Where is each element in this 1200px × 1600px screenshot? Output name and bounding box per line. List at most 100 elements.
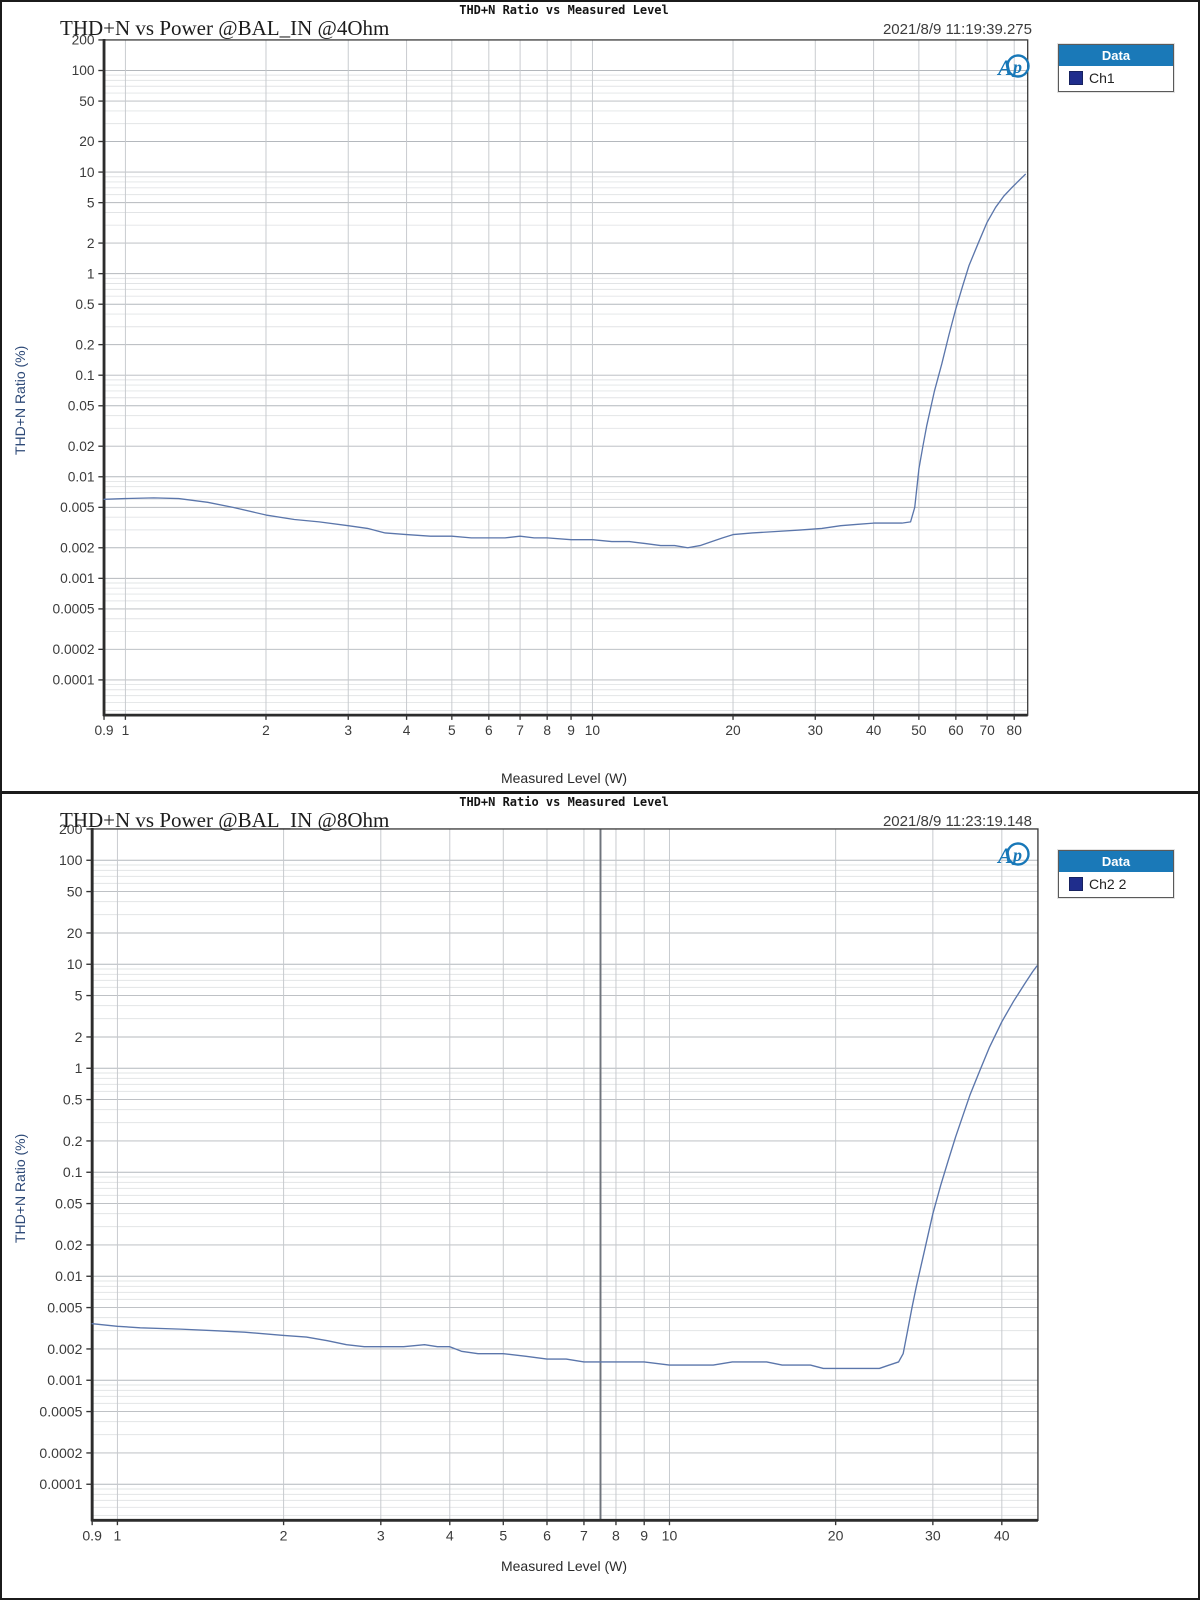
svg-text:50: 50 xyxy=(67,883,83,899)
svg-text:20: 20 xyxy=(79,134,95,149)
svg-text:10: 10 xyxy=(79,165,95,180)
y-axis-label: THD+N Ratio (%) xyxy=(12,1133,28,1243)
svg-text:80: 80 xyxy=(1007,723,1023,738)
chart-title: THD+N vs Power @BAL_IN @8Ohm xyxy=(60,808,390,832)
graph-header-title: THD+N Ratio vs Measured Level xyxy=(459,3,669,17)
svg-text:0.2: 0.2 xyxy=(75,337,94,352)
ap-logo-icon: A p xyxy=(995,52,1033,84)
svg-text:3: 3 xyxy=(377,1528,385,1544)
svg-text:1: 1 xyxy=(87,266,95,281)
legend-swatch xyxy=(1069,877,1083,891)
svg-text:200: 200 xyxy=(59,821,83,837)
svg-text:0.5: 0.5 xyxy=(63,1091,83,1107)
svg-text:60: 60 xyxy=(948,723,964,738)
legend-entry-label: Ch2 2 xyxy=(1089,876,1127,892)
svg-text:0.0005: 0.0005 xyxy=(52,602,94,617)
svg-text:10: 10 xyxy=(67,956,83,972)
svg-text:8: 8 xyxy=(543,723,551,738)
svg-text:30: 30 xyxy=(808,723,824,738)
svg-text:2: 2 xyxy=(75,1029,83,1045)
svg-text:40: 40 xyxy=(866,723,882,738)
svg-text:0.005: 0.005 xyxy=(47,1299,82,1315)
svg-text:5: 5 xyxy=(75,987,83,1003)
svg-text:0.0001: 0.0001 xyxy=(52,673,94,688)
svg-text:0.0001: 0.0001 xyxy=(39,1476,82,1492)
svg-text:0.5: 0.5 xyxy=(75,297,94,312)
svg-text:0.9: 0.9 xyxy=(82,1528,102,1544)
svg-text:0.2: 0.2 xyxy=(63,1133,83,1149)
svg-text:2: 2 xyxy=(262,723,270,738)
svg-text:0.01: 0.01 xyxy=(55,1268,83,1284)
svg-text:0.01: 0.01 xyxy=(68,470,95,485)
legend-box: Data Ch1 xyxy=(1058,44,1174,92)
legend-entry-ch2[interactable]: Ch2 2 xyxy=(1059,872,1173,897)
legend-entry-label: Ch1 xyxy=(1089,70,1115,86)
svg-text:p: p xyxy=(1011,845,1022,865)
svg-text:1: 1 xyxy=(122,723,130,738)
chart-panel-4ohm: 200 100 50 20 10 5 2 1 0.5 0.2 0.1 0.05 0.02 0.01 0.00… xyxy=(2,2,1198,791)
svg-text:0.001: 0.001 xyxy=(47,1372,82,1388)
svg-text:0.001: 0.001 xyxy=(60,571,94,586)
svg-text:0.005: 0.005 xyxy=(60,500,95,515)
legend-header: Data xyxy=(1059,851,1173,872)
svg-text:2: 2 xyxy=(280,1528,288,1544)
svg-text:7: 7 xyxy=(516,723,524,738)
svg-text:1: 1 xyxy=(75,1060,83,1076)
x-axis-label: Measured Level (W) xyxy=(500,770,628,786)
y-axis-label: THD+N Ratio (%) xyxy=(12,345,28,455)
svg-text:0.002: 0.002 xyxy=(60,541,94,556)
svg-text:7: 7 xyxy=(580,1528,588,1544)
svg-text:3: 3 xyxy=(344,723,352,738)
svg-text:30: 30 xyxy=(925,1528,941,1544)
legend-header: Data xyxy=(1059,45,1173,66)
panel-divider xyxy=(2,791,1198,794)
svg-text:200: 200 xyxy=(72,33,95,48)
svg-text:20: 20 xyxy=(67,925,83,941)
svg-text:9: 9 xyxy=(640,1528,648,1544)
svg-text:2: 2 xyxy=(87,236,95,251)
svg-text:100: 100 xyxy=(72,63,95,78)
plot-area-4ohm: 200 100 50 20 10 5 2 1 0.5 0.2 0.1 0.05 0.02 0.01 0.00… xyxy=(52,33,1029,738)
svg-text:8: 8 xyxy=(612,1528,620,1544)
svg-text:0.0002: 0.0002 xyxy=(39,1445,82,1461)
svg-text:4: 4 xyxy=(403,723,411,738)
svg-text:0.05: 0.05 xyxy=(68,399,95,414)
svg-text:6: 6 xyxy=(543,1528,551,1544)
svg-text:100: 100 xyxy=(59,852,83,868)
svg-text:10: 10 xyxy=(662,1528,678,1544)
svg-text:0.002: 0.002 xyxy=(47,1341,82,1357)
svg-text:0.0002: 0.0002 xyxy=(52,642,94,657)
svg-text:0.02: 0.02 xyxy=(55,1237,83,1253)
svg-text:20: 20 xyxy=(725,723,741,738)
legend-entry-ch1[interactable]: Ch1 xyxy=(1059,66,1173,91)
svg-text:50: 50 xyxy=(911,723,927,738)
svg-text:5: 5 xyxy=(448,723,456,738)
chart-panel-8ohm: 200 100 50 20 10 5 2 1 0.5 0.2 0.1 0.05 0.02 0.01 0.00… xyxy=(2,794,1198,1598)
svg-text:20: 20 xyxy=(828,1528,844,1544)
svg-text:0.9: 0.9 xyxy=(94,723,113,738)
svg-text:A: A xyxy=(996,843,1013,868)
svg-text:0.1: 0.1 xyxy=(75,368,94,383)
svg-text:50: 50 xyxy=(79,94,95,109)
svg-text:9: 9 xyxy=(567,723,575,738)
timestamp: 2021/8/9 11:23:19.148 xyxy=(882,813,1032,830)
graph-header-title: THD+N Ratio vs Measured Level xyxy=(459,795,669,809)
svg-text:70: 70 xyxy=(979,723,995,738)
legend-box: Data Ch2 2 xyxy=(1058,850,1174,898)
ap-logo-icon: A p xyxy=(995,840,1033,872)
svg-text:5: 5 xyxy=(499,1528,507,1544)
svg-text:6: 6 xyxy=(485,723,493,738)
svg-text:40: 40 xyxy=(994,1528,1010,1544)
svg-text:0.05: 0.05 xyxy=(55,1195,83,1211)
svg-text:A: A xyxy=(996,55,1013,80)
svg-text:0.02: 0.02 xyxy=(68,439,95,454)
timestamp: 2021/8/9 11:19:39.275 xyxy=(882,21,1032,38)
svg-text:0.0005: 0.0005 xyxy=(39,1403,82,1419)
x-axis-label: Measured Level (W) xyxy=(500,1558,628,1574)
legend-swatch xyxy=(1069,71,1083,85)
plot-area-8ohm: 200 100 50 20 10 5 2 1 0.5 0.2 0.1 0.05 0.02 0.01 0.00… xyxy=(39,821,1039,1544)
svg-text:5: 5 xyxy=(87,195,95,210)
svg-text:1: 1 xyxy=(114,1528,122,1544)
svg-text:4: 4 xyxy=(446,1528,454,1544)
